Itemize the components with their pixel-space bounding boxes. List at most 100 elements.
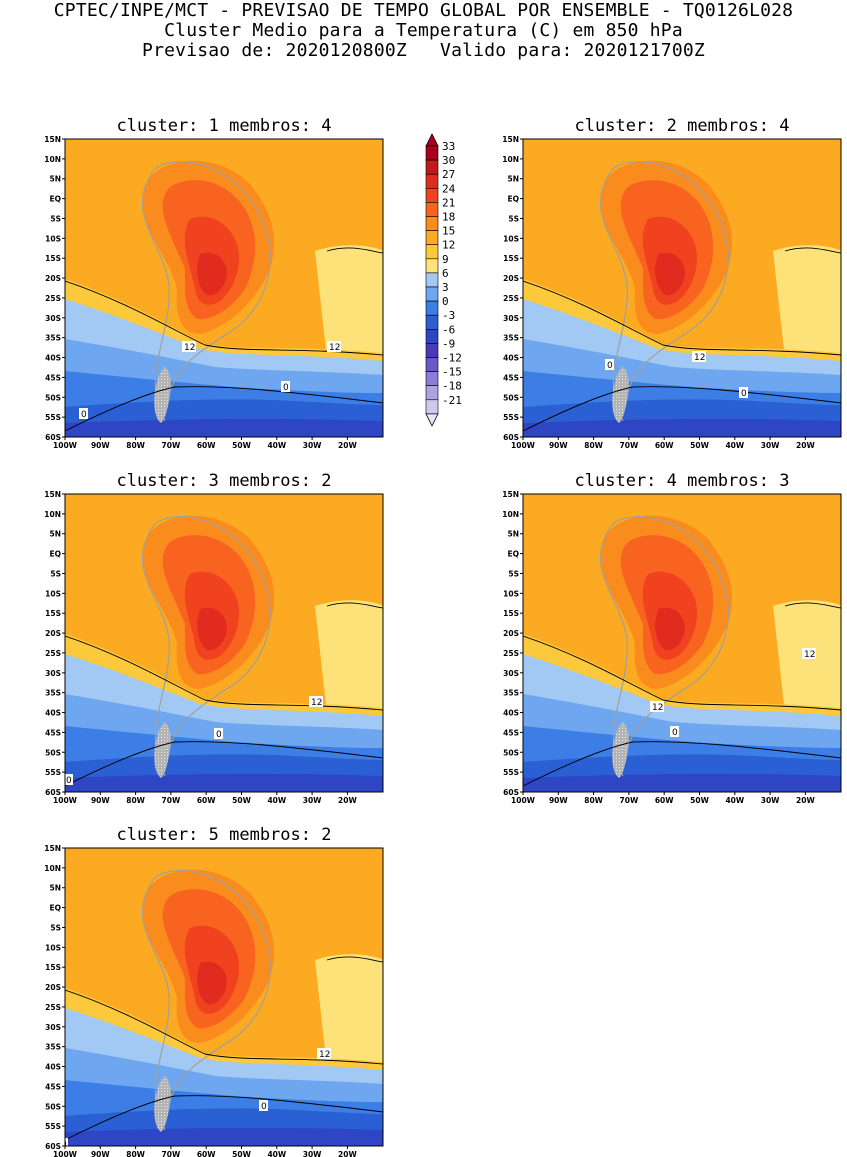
lon-label: 20W: [338, 1150, 357, 1157]
lon-label: 80W: [126, 796, 145, 805]
lat-label: 10S: [503, 589, 519, 598]
contour-label: 0: [605, 359, 614, 371]
lon-label: 40W: [267, 796, 286, 805]
colorbar-swatch: [425, 216, 439, 231]
lon-label: 60W: [655, 796, 674, 805]
lon-label: 60W: [197, 1150, 216, 1157]
lat-label: 10N: [44, 510, 61, 519]
lat-label: 15S: [503, 609, 519, 618]
colorbar-swatch: [425, 385, 439, 401]
svg-text:12: 12: [319, 1050, 330, 1060]
lat-label: 10S: [45, 589, 61, 598]
contour-label: 12: [309, 696, 323, 708]
colorbar-label: -12: [442, 352, 462, 365]
lon-label: 100W: [511, 796, 536, 805]
lat-label: EQ: [50, 195, 62, 204]
contour-label: 12: [182, 341, 196, 353]
svg-text:0: 0: [261, 1102, 267, 1112]
lon-label: 30W: [303, 441, 322, 450]
map-panel-4: 12 12 0 cluster: 4 membros: 3 15N 10N 5N EQ 5S 10…: [502, 471, 842, 805]
lat-label: 15S: [45, 609, 61, 618]
lat-label: EQ: [50, 904, 62, 913]
lon-label: 20W: [338, 441, 357, 450]
lat-label: 15S: [503, 254, 519, 263]
lat-label: 40S: [45, 1063, 61, 1072]
contour-label: 0: [79, 408, 88, 420]
lat-label: 15S: [45, 963, 61, 972]
lat-label: 50S: [45, 393, 61, 402]
lon-label: 60W: [197, 441, 216, 450]
lon-label: 30W: [303, 796, 322, 805]
colorbar-label: 30: [442, 154, 455, 167]
svg-text:0: 0: [61, 1140, 67, 1150]
svg-text:0: 0: [672, 728, 678, 738]
colorbar-label: -3: [442, 309, 455, 322]
map-panel-1: 12 12 0 0 cluster: 1 membros: 4 15N 10N 5N EQ 5S 1…: [44, 116, 384, 450]
lat-label: 35S: [45, 334, 61, 343]
lat-label: 35S: [503, 334, 519, 343]
lat-label: 5S: [508, 214, 519, 223]
lat-label: 55S: [503, 413, 519, 422]
svg-text:0: 0: [81, 410, 87, 420]
lat-label: 30S: [45, 1023, 61, 1032]
lat-label: 50S: [45, 748, 61, 757]
colorbar-swatch: [425, 173, 439, 189]
contour-label: 12: [802, 648, 816, 660]
colorbar-label: -18: [442, 380, 462, 393]
lon-label: 20W: [338, 796, 357, 805]
lon-label: 50W: [232, 796, 251, 805]
colorbar-swatch: [425, 357, 439, 372]
lon-label: 60W: [197, 796, 216, 805]
lat-label: 40S: [45, 354, 61, 363]
map-panel-5: 12 0 0 cluster: 5 membros: 2 15N 10N 5N EQ 5S 10S…: [44, 825, 384, 1157]
lat-label: 35S: [45, 689, 61, 698]
lon-label: 70W: [162, 1150, 181, 1157]
lat-label: 5N: [50, 530, 62, 539]
lat-label: 20S: [503, 274, 519, 283]
lat-label: 50S: [503, 748, 519, 757]
colorbar-label: 6: [442, 267, 449, 280]
colorbar-swatch: [425, 145, 439, 161]
lat-label: 15S: [45, 254, 61, 263]
colorbar-swatch: [425, 399, 439, 415]
lat-label: 40S: [503, 354, 519, 363]
svg-text:0: 0: [607, 361, 613, 371]
header-line-2: Cluster Medio para a Temperatura (C) em …: [164, 20, 683, 41]
lat-label: 60S: [503, 433, 519, 442]
lon-label: 50W: [690, 796, 709, 805]
contour-label: 12: [317, 1048, 331, 1060]
panel-title: cluster: 1 membros: 4: [117, 116, 332, 136]
contour-label: 0: [739, 387, 748, 399]
lat-label: 5N: [50, 884, 62, 893]
lon-label: 80W: [126, 1150, 145, 1157]
lat-label: 10S: [503, 234, 519, 243]
lat-label: 25S: [45, 1003, 61, 1012]
map-panel-2: 12 0 0 cluster: 2 membros: 4 15N 10N 5N EQ 5S 10S…: [502, 116, 842, 450]
colorbar-swatch: [425, 300, 439, 316]
lat-label: 45S: [503, 728, 519, 737]
colorbar-swatch: [425, 328, 439, 344]
lat-label: 45S: [503, 373, 519, 382]
lat-label: 55S: [45, 768, 61, 777]
lon-label: 90W: [549, 796, 568, 805]
lat-label: 5S: [508, 569, 519, 578]
colorbar-label: -6: [442, 323, 455, 336]
lat-label: 45S: [45, 373, 61, 382]
lat-label: 5N: [508, 530, 520, 539]
colorbar-label: 15: [442, 225, 455, 238]
lat-label: 20S: [45, 983, 61, 992]
lat-label: 55S: [503, 768, 519, 777]
lat-label: 20S: [503, 629, 519, 638]
colorbar-swatch: [425, 159, 439, 175]
contour-label: 0: [259, 1100, 268, 1112]
lon-label: 30W: [761, 796, 780, 805]
lon-label: 60W: [655, 441, 674, 450]
panel-title: cluster: 5 membros: 2: [117, 825, 332, 845]
lat-label: 10N: [44, 155, 61, 164]
lon-label: 90W: [91, 1150, 110, 1157]
colorbar-label: 21: [442, 196, 455, 209]
lon-label: 100W: [53, 1150, 78, 1157]
contour-label: 0: [670, 726, 679, 738]
lat-label: 25S: [503, 649, 519, 658]
contour-label: 12: [692, 351, 706, 363]
